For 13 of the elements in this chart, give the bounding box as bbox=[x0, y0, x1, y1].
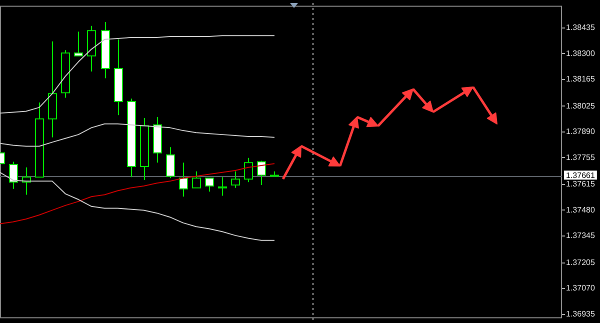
y-tick-label: 1.37070 bbox=[566, 284, 596, 293]
y-tick-label: 1.37480 bbox=[566, 205, 596, 214]
y-tick-label: 1.38300 bbox=[566, 48, 596, 58]
y-tick-label: 1.36935 bbox=[566, 310, 596, 319]
y-tick-label: 1.37615 bbox=[566, 180, 596, 189]
y-tick-label: 1.37755 bbox=[566, 152, 596, 162]
ref-line-label: 1.37661 bbox=[566, 170, 596, 180]
y-tick-label: 1.38025 bbox=[566, 101, 596, 110]
y-tick-label: 1.38165 bbox=[566, 74, 596, 84]
y-tick-label: 1.38435 bbox=[566, 22, 596, 32]
y-tick-label: 1.37205 bbox=[566, 258, 596, 267]
y-tick-label: 1.37345 bbox=[566, 231, 596, 240]
y-tick-label: 1.37890 bbox=[566, 127, 596, 136]
